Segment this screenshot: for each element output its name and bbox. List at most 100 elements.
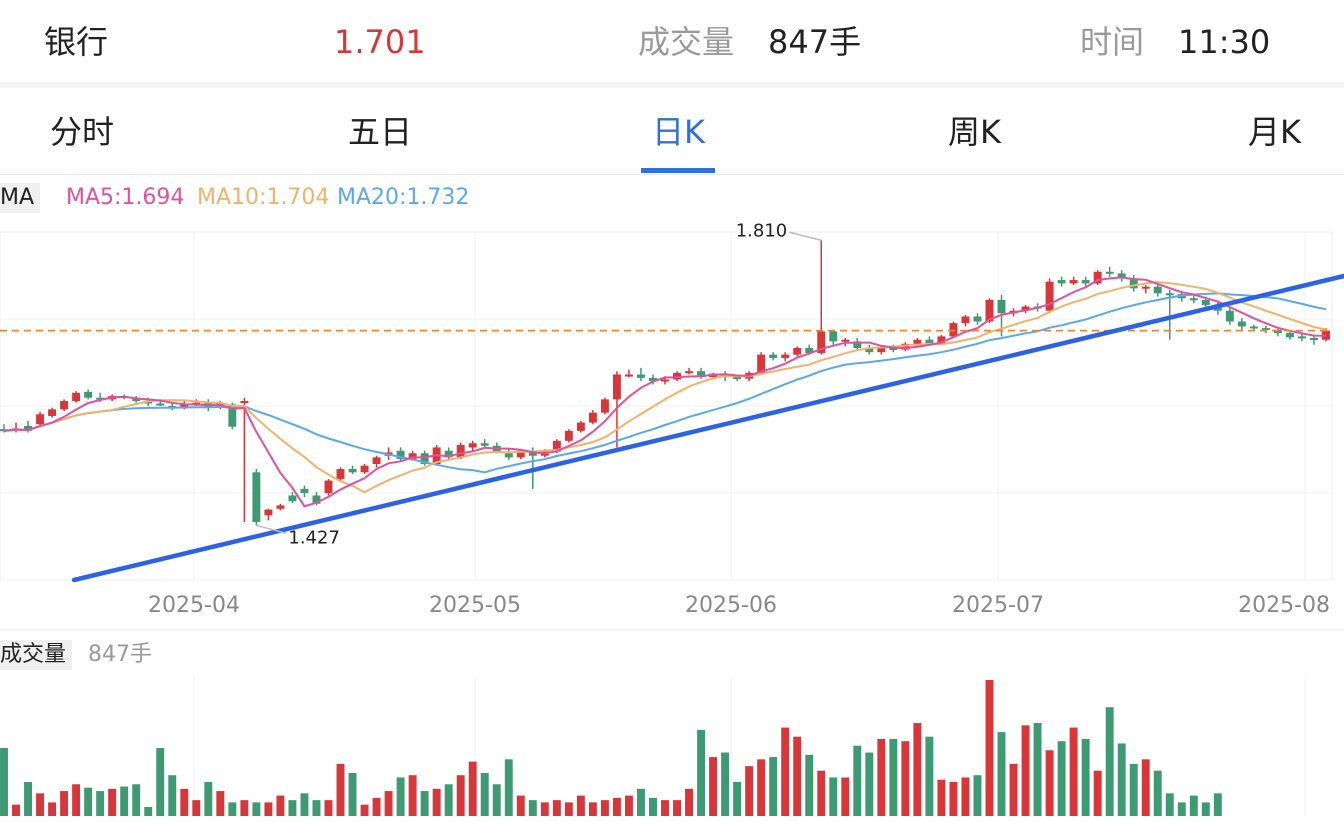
candle-body	[480, 443, 489, 446]
volume-bar	[985, 680, 994, 816]
ma-legend-tag[interactable]: MA	[0, 183, 41, 213]
volume-bar	[132, 784, 141, 816]
candle-body	[1237, 321, 1246, 327]
candle-body	[793, 348, 802, 355]
volume-bar	[961, 777, 970, 816]
x-tick-label: 2025-08	[1238, 593, 1330, 618]
volume-bar	[96, 791, 105, 816]
volume-bar	[1201, 802, 1210, 816]
candle-body	[949, 323, 958, 337]
candle-body	[0, 429, 8, 432]
volume-bar	[745, 766, 754, 816]
volume-bar	[72, 784, 81, 816]
volume-bar	[697, 729, 706, 816]
candle-body	[733, 377, 742, 379]
candle-body	[1117, 273, 1126, 279]
volume-bar	[360, 804, 369, 816]
candle-body	[709, 373, 718, 377]
volume-bar	[324, 800, 333, 816]
candle-body	[204, 402, 213, 407]
volume-bar	[1045, 750, 1054, 816]
candle-body	[841, 339, 850, 342]
candle-body	[156, 403, 165, 406]
volume-bar	[0, 748, 8, 816]
candle-body	[444, 450, 453, 458]
ma5-legend: MA5:1.694	[66, 185, 185, 210]
candle-body	[1153, 286, 1162, 294]
ma-lines	[3, 276, 1327, 508]
volume-bar	[877, 738, 886, 816]
candle-body	[108, 396, 117, 400]
candle-body	[1165, 293, 1174, 296]
volume-bar	[1177, 802, 1186, 816]
volume-bar	[769, 757, 778, 816]
volume-bar	[925, 736, 934, 816]
volume-bar	[384, 791, 393, 816]
candle-body	[889, 348, 898, 350]
volume-bar	[1165, 793, 1174, 816]
candle-body	[673, 372, 681, 380]
candle-body	[901, 343, 910, 350]
candle-body	[72, 392, 81, 402]
candle-body	[985, 299, 994, 322]
candle-body	[120, 396, 129, 399]
volume-bar	[1189, 795, 1198, 816]
volume-bar	[252, 802, 261, 816]
candle-body	[1129, 278, 1138, 289]
candle-body	[372, 457, 381, 464]
candle-body	[1249, 326, 1258, 329]
volume-bar	[300, 793, 309, 816]
candle-body	[745, 372, 754, 379]
volume-bars	[0, 680, 1222, 816]
volume-bar	[636, 788, 645, 816]
candle-body	[877, 348, 886, 353]
candle-body	[697, 371, 706, 377]
volume-bar	[336, 763, 345, 816]
x-tick-label: 2025-04	[148, 593, 240, 618]
volume-legend-tag[interactable]: 成交量	[0, 640, 73, 670]
volume-bar	[949, 782, 958, 816]
candle-body	[721, 373, 730, 377]
candle-body	[132, 397, 141, 402]
volume-bar	[288, 800, 297, 816]
volume-bar	[12, 804, 20, 816]
candle-body	[432, 447, 441, 464]
candle-body	[468, 443, 477, 448]
candle-body	[180, 404, 189, 408]
candle-body	[961, 316, 970, 324]
candle-body	[649, 377, 657, 382]
candle-body	[264, 509, 273, 516]
candle-body	[192, 402, 201, 405]
tab-daily-k[interactable]: 日K	[652, 113, 705, 151]
candle-body	[685, 371, 694, 374]
volume-bar	[156, 748, 165, 816]
volume-bar	[540, 802, 549, 816]
chart-labels: 2025-04 2025-05 2025-06 2025-07 2025-08 1.810…	[148, 220, 1330, 618]
candle-body	[817, 331, 826, 353]
volume-bar	[1033, 723, 1042, 816]
volume-bar	[997, 732, 1006, 816]
candle-body	[1045, 281, 1054, 311]
chart-grid	[0, 231, 1344, 816]
tab-five-day[interactable]: 五日	[348, 113, 413, 151]
candle-body	[1093, 271, 1102, 284]
candle-body	[1273, 329, 1282, 334]
tab-intraday[interactable]: 分时	[50, 113, 115, 151]
candle-body	[504, 453, 513, 458]
volume-bar	[312, 800, 321, 816]
volume-bar	[901, 741, 910, 816]
candle-body	[36, 414, 45, 425]
ma5-line	[3, 276, 1327, 508]
tab-weekly-k[interactable]: 周K	[948, 113, 1001, 151]
candle-body	[1261, 328, 1270, 331]
candle-body	[1021, 306, 1030, 311]
candle-body	[228, 404, 237, 427]
candle-body	[865, 348, 874, 353]
volume-bar	[552, 800, 561, 816]
header-divider	[0, 82, 1344, 88]
volume-value: 847手	[768, 23, 862, 61]
volume-bar	[1081, 738, 1090, 816]
volume-bar	[600, 800, 609, 816]
candle-body	[96, 397, 105, 400]
tab-monthly-k[interactable]: 月K	[1248, 113, 1301, 151]
